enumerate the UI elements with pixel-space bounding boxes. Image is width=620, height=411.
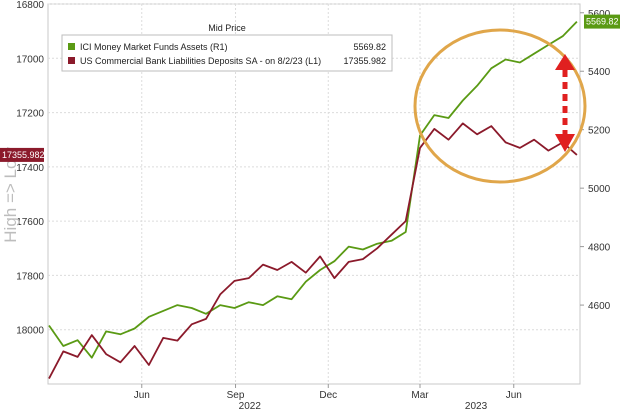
x-tick-label: Jun — [134, 390, 150, 401]
left-tick-label: 17400 — [16, 163, 44, 174]
last-value-flag-left — [0, 147, 44, 162]
left-tick-label: 17200 — [16, 109, 44, 120]
last-value-flags: 5569.82 17355.982 — [0, 14, 620, 162]
series-line-bank-deposits — [48, 122, 578, 380]
last-value-left: 17355.982 — [2, 150, 45, 160]
series-line-money-market — [48, 20, 578, 359]
last-value-right: 5569.82 — [586, 17, 619, 27]
legend-swatch-red — [68, 57, 75, 64]
legend-box — [61, 34, 393, 72]
legend-label-money-market: ICI Money Market Funds Assets (R1) — [80, 42, 228, 52]
highlight-ellipse — [413, 28, 587, 184]
legend-swatch-green — [68, 43, 75, 50]
left-axis-ticks: 16800 17000 17200 17400 17600 17800 18000 — [16, 0, 44, 337]
series-lines — [48, 20, 578, 380]
left-tick-label: 18000 — [16, 326, 44, 337]
last-value-flag-right — [584, 14, 620, 29]
legend-value-bank-deposits: 17355.982 — [343, 56, 386, 66]
x-tick-label: Sep — [227, 390, 245, 401]
right-axis-ticks: 4600 4800 5000 5200 5400 5600 — [580, 9, 611, 312]
right-tick-label: 5400 — [588, 67, 611, 78]
x-axis-ticks: Jun Sep Dec Mar Jun 2022 2023 — [134, 384, 522, 411]
legend: Mid Price ICI Money Market Funds Assets … — [61, 23, 393, 72]
x-tick-label: Mar — [411, 390, 429, 401]
left-tick-label: 16800 — [16, 0, 44, 11]
x-year-label: 2023 — [465, 401, 488, 411]
double-arrow — [555, 54, 575, 152]
left-tick-label: 17600 — [16, 217, 44, 228]
right-tick-label: 5600 — [588, 9, 611, 20]
right-tick-label: 5000 — [588, 184, 611, 195]
left-axis-label: High => Low — [1, 147, 20, 243]
left-tick-label: 17800 — [16, 271, 44, 282]
right-tick-label: 4800 — [588, 243, 611, 254]
x-tick-label: Dec — [319, 390, 337, 401]
legend-label-bank-deposits: US Commercial Bank Liabilities Deposits … — [80, 56, 321, 66]
chart-title: Mid Price — [208, 23, 246, 33]
legend-value-money-market: 5569.82 — [353, 42, 386, 52]
right-tick-label: 5200 — [588, 126, 611, 137]
x-year-label: 2022 — [239, 401, 262, 411]
left-tick-label: 17000 — [16, 54, 44, 65]
x-tick-label: Jun — [506, 390, 522, 401]
right-tick-label: 4600 — [588, 301, 611, 312]
